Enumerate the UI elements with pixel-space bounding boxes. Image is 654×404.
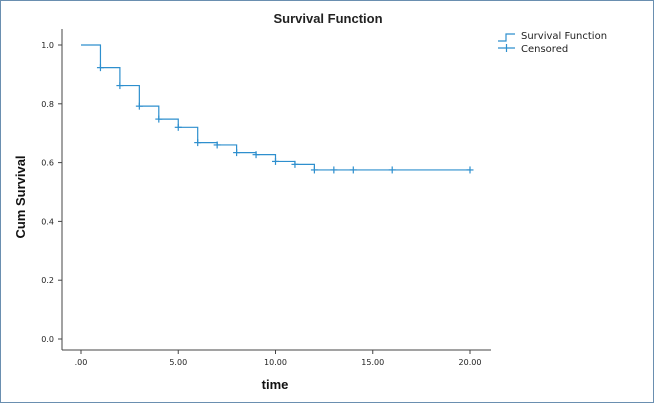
censored-marker (233, 149, 241, 157)
censored-marker (388, 166, 396, 174)
x-tick-label: 15.00 (361, 358, 384, 367)
censored-marker (96, 64, 104, 72)
x-tick-label: 20.00 (459, 358, 482, 367)
y-tick-label: 0.6 (41, 159, 54, 168)
legend-swatch-survival-function (498, 33, 515, 42)
chart-title: Survival Function (273, 11, 382, 26)
x-tick-label: 5.00 (169, 358, 187, 367)
censored-marker (310, 166, 318, 174)
y-tick-label: 0.0 (41, 335, 54, 344)
y-tick-label: 0.4 (41, 217, 54, 226)
censored-marker (135, 102, 143, 110)
x-axis-label: time (262, 377, 289, 392)
legend-label-censored: Censored (521, 44, 568, 55)
censored-marker (194, 139, 202, 147)
censored-marker (116, 82, 124, 90)
censored-marker (349, 166, 357, 174)
y-tick-label: 0.8 (41, 100, 54, 109)
y-tick-label: 0.2 (41, 276, 54, 285)
x-tick-label: 10.00 (264, 358, 287, 367)
censored-marker (213, 141, 221, 149)
censored-marker (155, 115, 163, 123)
censored-marker (252, 151, 260, 159)
plot-area (81, 44, 474, 174)
censored-marker (330, 166, 338, 174)
censored-marker (272, 157, 279, 165)
legend-label-survival-function: Survival Function (521, 31, 607, 42)
censored-marker (466, 166, 474, 174)
y-tick-label: 1.0 (41, 41, 54, 50)
censored-marker (174, 123, 182, 131)
axes: 0.0 0.2 0.4 0.6 0.8 1.0 .00 5.00 10.00 15.00 20.00 (41, 29, 491, 367)
legend: Survival Function Censored (498, 31, 607, 55)
x-tick-label: .00 (75, 358, 88, 367)
y-axis-label: Cum Survival (13, 155, 28, 238)
censored-marker (291, 160, 299, 168)
